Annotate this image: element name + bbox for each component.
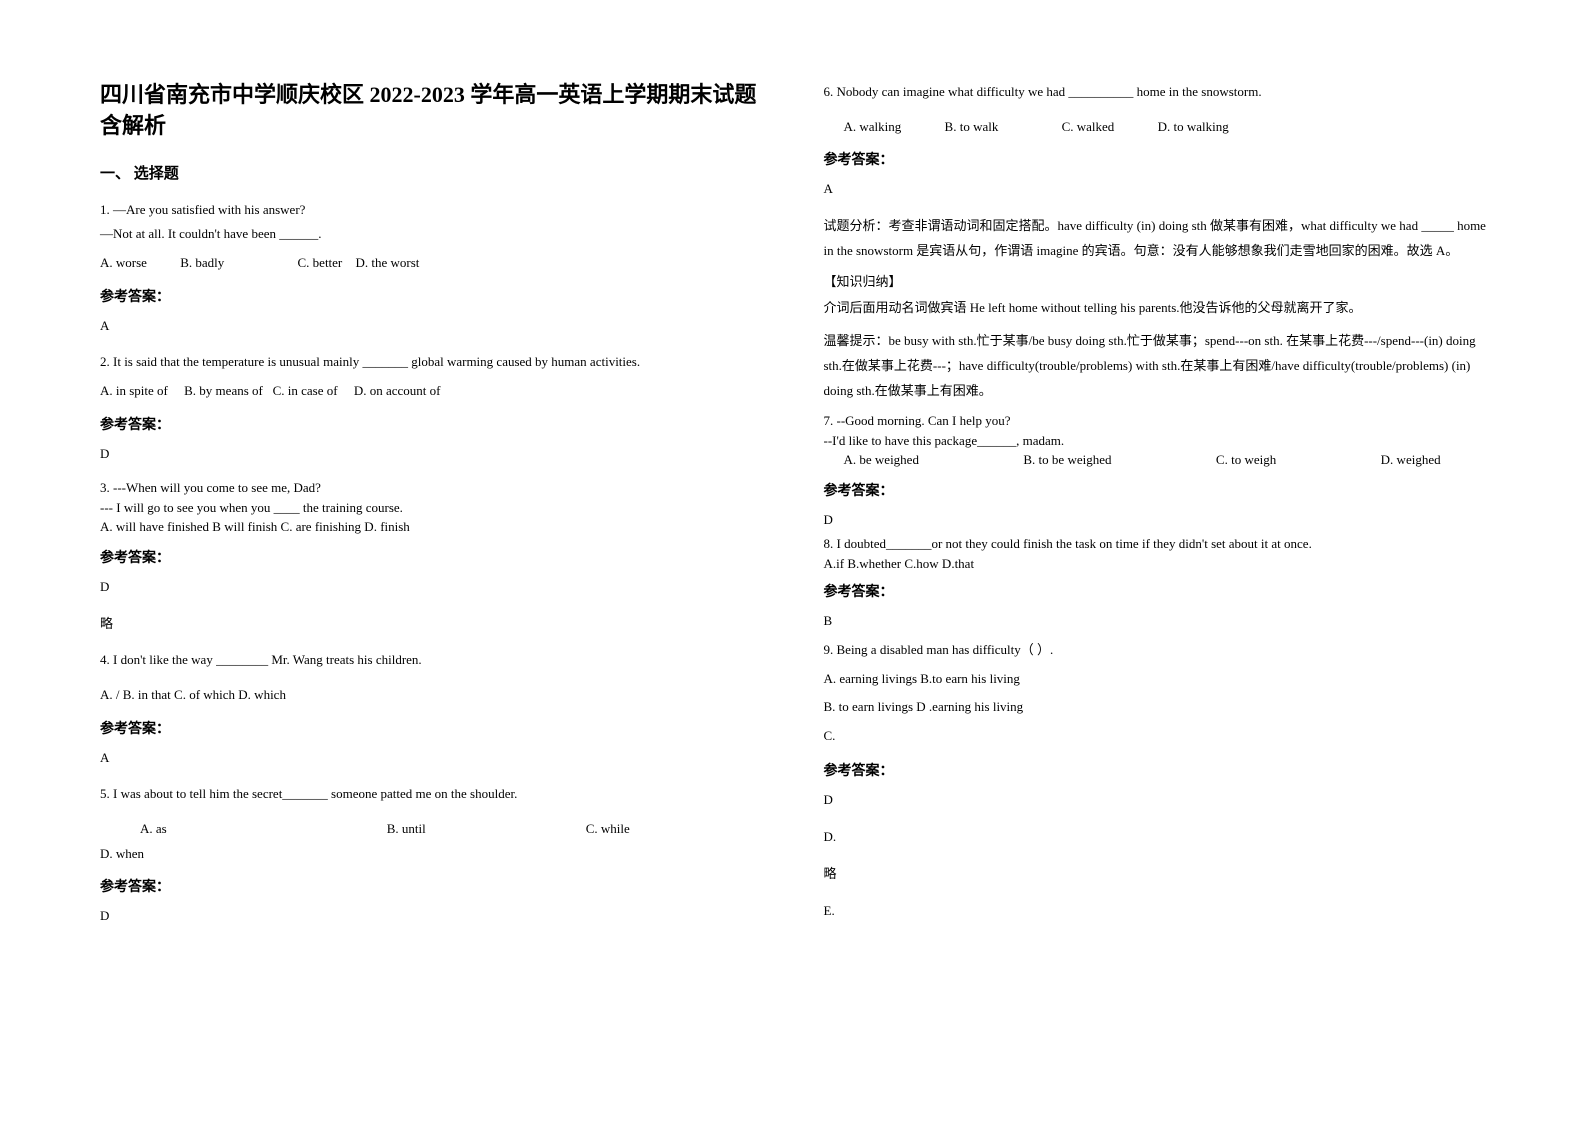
q8-answer-label: 参考答案： — [824, 581, 1488, 601]
question-4: 4. I don't like the way ________ Mr. Wan… — [100, 648, 764, 673]
question-8: 8. I doubted_______or not they could fin… — [824, 534, 1488, 573]
q9-line4: C. — [824, 722, 1488, 751]
q9-line3: B. to earn livings D .earning his living — [824, 693, 1488, 722]
q7-optB: B. to be weighed — [1023, 450, 1111, 470]
q1-optB: B. badly — [180, 251, 224, 276]
q5-text: 5. I was about to tell him the secret___… — [100, 782, 764, 807]
q3-options: A. will have finished B will finish C. a… — [100, 517, 764, 537]
section-heading: 一、 选择题 — [100, 162, 764, 183]
q7-optA: A. be weighed — [844, 450, 919, 470]
q1-optC: C. better — [298, 251, 343, 276]
q4-options: A. / B. in that C. of which D. which — [100, 683, 764, 708]
q1-optD: D. the worst — [356, 251, 420, 276]
q1-line1: 1. —Are you satisfied with his answer? — [100, 198, 764, 223]
q7-optC: C. to weigh — [1216, 450, 1276, 470]
q4-answer: A — [100, 746, 764, 771]
q5-optB: B. until — [387, 817, 426, 842]
q2-answer: D — [100, 442, 764, 467]
q2-optA: A. in spite of — [100, 383, 168, 398]
q1-optA: A. worse — [100, 251, 147, 276]
question-7: 7. --Good morning. Can I help you? --I'd… — [824, 411, 1488, 470]
q8-text: 8. I doubted_______or not they could fin… — [824, 534, 1488, 554]
question-5: 5. I was about to tell him the secret___… — [100, 782, 764, 807]
q7-answer-label: 参考答案： — [824, 480, 1488, 500]
q5-optA: A. as — [140, 817, 167, 842]
q7-answer: D — [824, 508, 1488, 533]
q9-line5: D. — [824, 825, 1488, 850]
q5-options: A. as B. until C. while D. when — [100, 817, 764, 866]
q9-answer-label: 参考答案： — [824, 760, 1488, 780]
document-title: 四川省南充市中学顺庆校区 2022-2023 学年高一英语上学期期末试题含解析 — [100, 80, 764, 142]
q7-line2: --I'd like to have this package______, m… — [824, 431, 1488, 451]
q5-optD: D. when — [100, 842, 764, 867]
q4-answer-label: 参考答案： — [100, 718, 764, 738]
question-3: 3. ---When will you come to see me, Dad?… — [100, 478, 764, 537]
question-9: 9. Being a disabled man has difficulty（ … — [824, 636, 1488, 750]
q4-text: 4. I don't like the way ________ Mr. Wan… — [100, 648, 764, 673]
q2-options: A. in spite of B. by means of C. in case… — [100, 379, 764, 404]
q8-answer: B — [824, 609, 1488, 634]
q2-optB: B. by means of — [184, 383, 263, 398]
q9-text: 9. Being a disabled man has difficulty（ … — [824, 636, 1488, 665]
question-2: 2. It is said that the temperature is un… — [100, 350, 764, 403]
q5-optC: C. while — [586, 817, 630, 842]
q7-line1: 7. --Good morning. Can I help you? — [824, 411, 1488, 431]
q9-answer: D — [824, 788, 1488, 813]
q2-optD: D. on account of — [354, 383, 441, 398]
q6-optC: C. walked — [1062, 119, 1115, 134]
question-6: 6. Nobody can imagine what difficulty we… — [824, 80, 1488, 139]
q6-optB: B. to walk — [945, 119, 999, 134]
q1-options: A. worse B. badly C. better D. the worst — [100, 251, 764, 276]
q6-answer: A — [824, 177, 1488, 202]
left-column: 四川省南充市中学顺庆校区 2022-2023 学年高一英语上学期期末试题含解析 … — [100, 80, 764, 941]
q3-note: 略 — [100, 612, 764, 637]
q6-answer-label: 参考答案： — [824, 149, 1488, 169]
q8-options: A.if B.whether C.how D.that — [824, 554, 1488, 574]
q1-answer-label: 参考答案： — [100, 286, 764, 306]
right-column: 6. Nobody can imagine what difficulty we… — [824, 80, 1488, 941]
q3-answer: D — [100, 575, 764, 600]
q1-answer: A — [100, 314, 764, 339]
q3-line1: 3. ---When will you come to see me, Dad? — [100, 478, 764, 498]
q6-optD: D. to walking — [1158, 119, 1229, 134]
q9-note: 略 — [824, 862, 1488, 887]
q6-explanation3: 温馨提示：be busy with sth.忙于某事/be busy doing… — [824, 329, 1488, 403]
q6-sub-heading: 【知识归纳】 — [824, 271, 1488, 290]
q5-answer: D — [100, 904, 764, 929]
page-container: 四川省南充市中学顺庆校区 2022-2023 学年高一英语上学期期末试题含解析 … — [100, 80, 1487, 941]
q9-line2: A. earning livings B.to earn his living — [824, 665, 1488, 694]
q6-explanation1: 试题分析：考查非谓语动词和固定搭配。have difficulty (in) d… — [824, 214, 1488, 263]
q5-answer-label: 参考答案： — [100, 876, 764, 896]
q6-text: 6. Nobody can imagine what difficulty we… — [824, 80, 1488, 105]
q2-text: 2. It is said that the temperature is un… — [100, 350, 764, 375]
q7-options: A. be weighed B. to be weighed C. to wei… — [844, 450, 1441, 470]
q6-optA: A. walking — [844, 119, 902, 134]
q6-explanation2: 介词后面用动名词做宾语 He left home without telling… — [824, 296, 1488, 321]
q2-optC: C. in case of — [273, 383, 338, 398]
q1-line2: —Not at all. It couldn't have been _____… — [100, 222, 764, 247]
q9-line6: E. — [824, 899, 1488, 924]
q6-options: A. walking B. to walk C. walked D. to wa… — [824, 115, 1488, 140]
question-1: 1. —Are you satisfied with his answer? —… — [100, 198, 764, 276]
q3-answer-label: 参考答案： — [100, 547, 764, 567]
q7-optD: D. weighed — [1381, 450, 1441, 470]
q2-answer-label: 参考答案： — [100, 414, 764, 434]
q5-row1: A. as B. until C. while — [100, 817, 764, 842]
q3-line2: --- I will go to see you when you ____ t… — [100, 498, 764, 518]
